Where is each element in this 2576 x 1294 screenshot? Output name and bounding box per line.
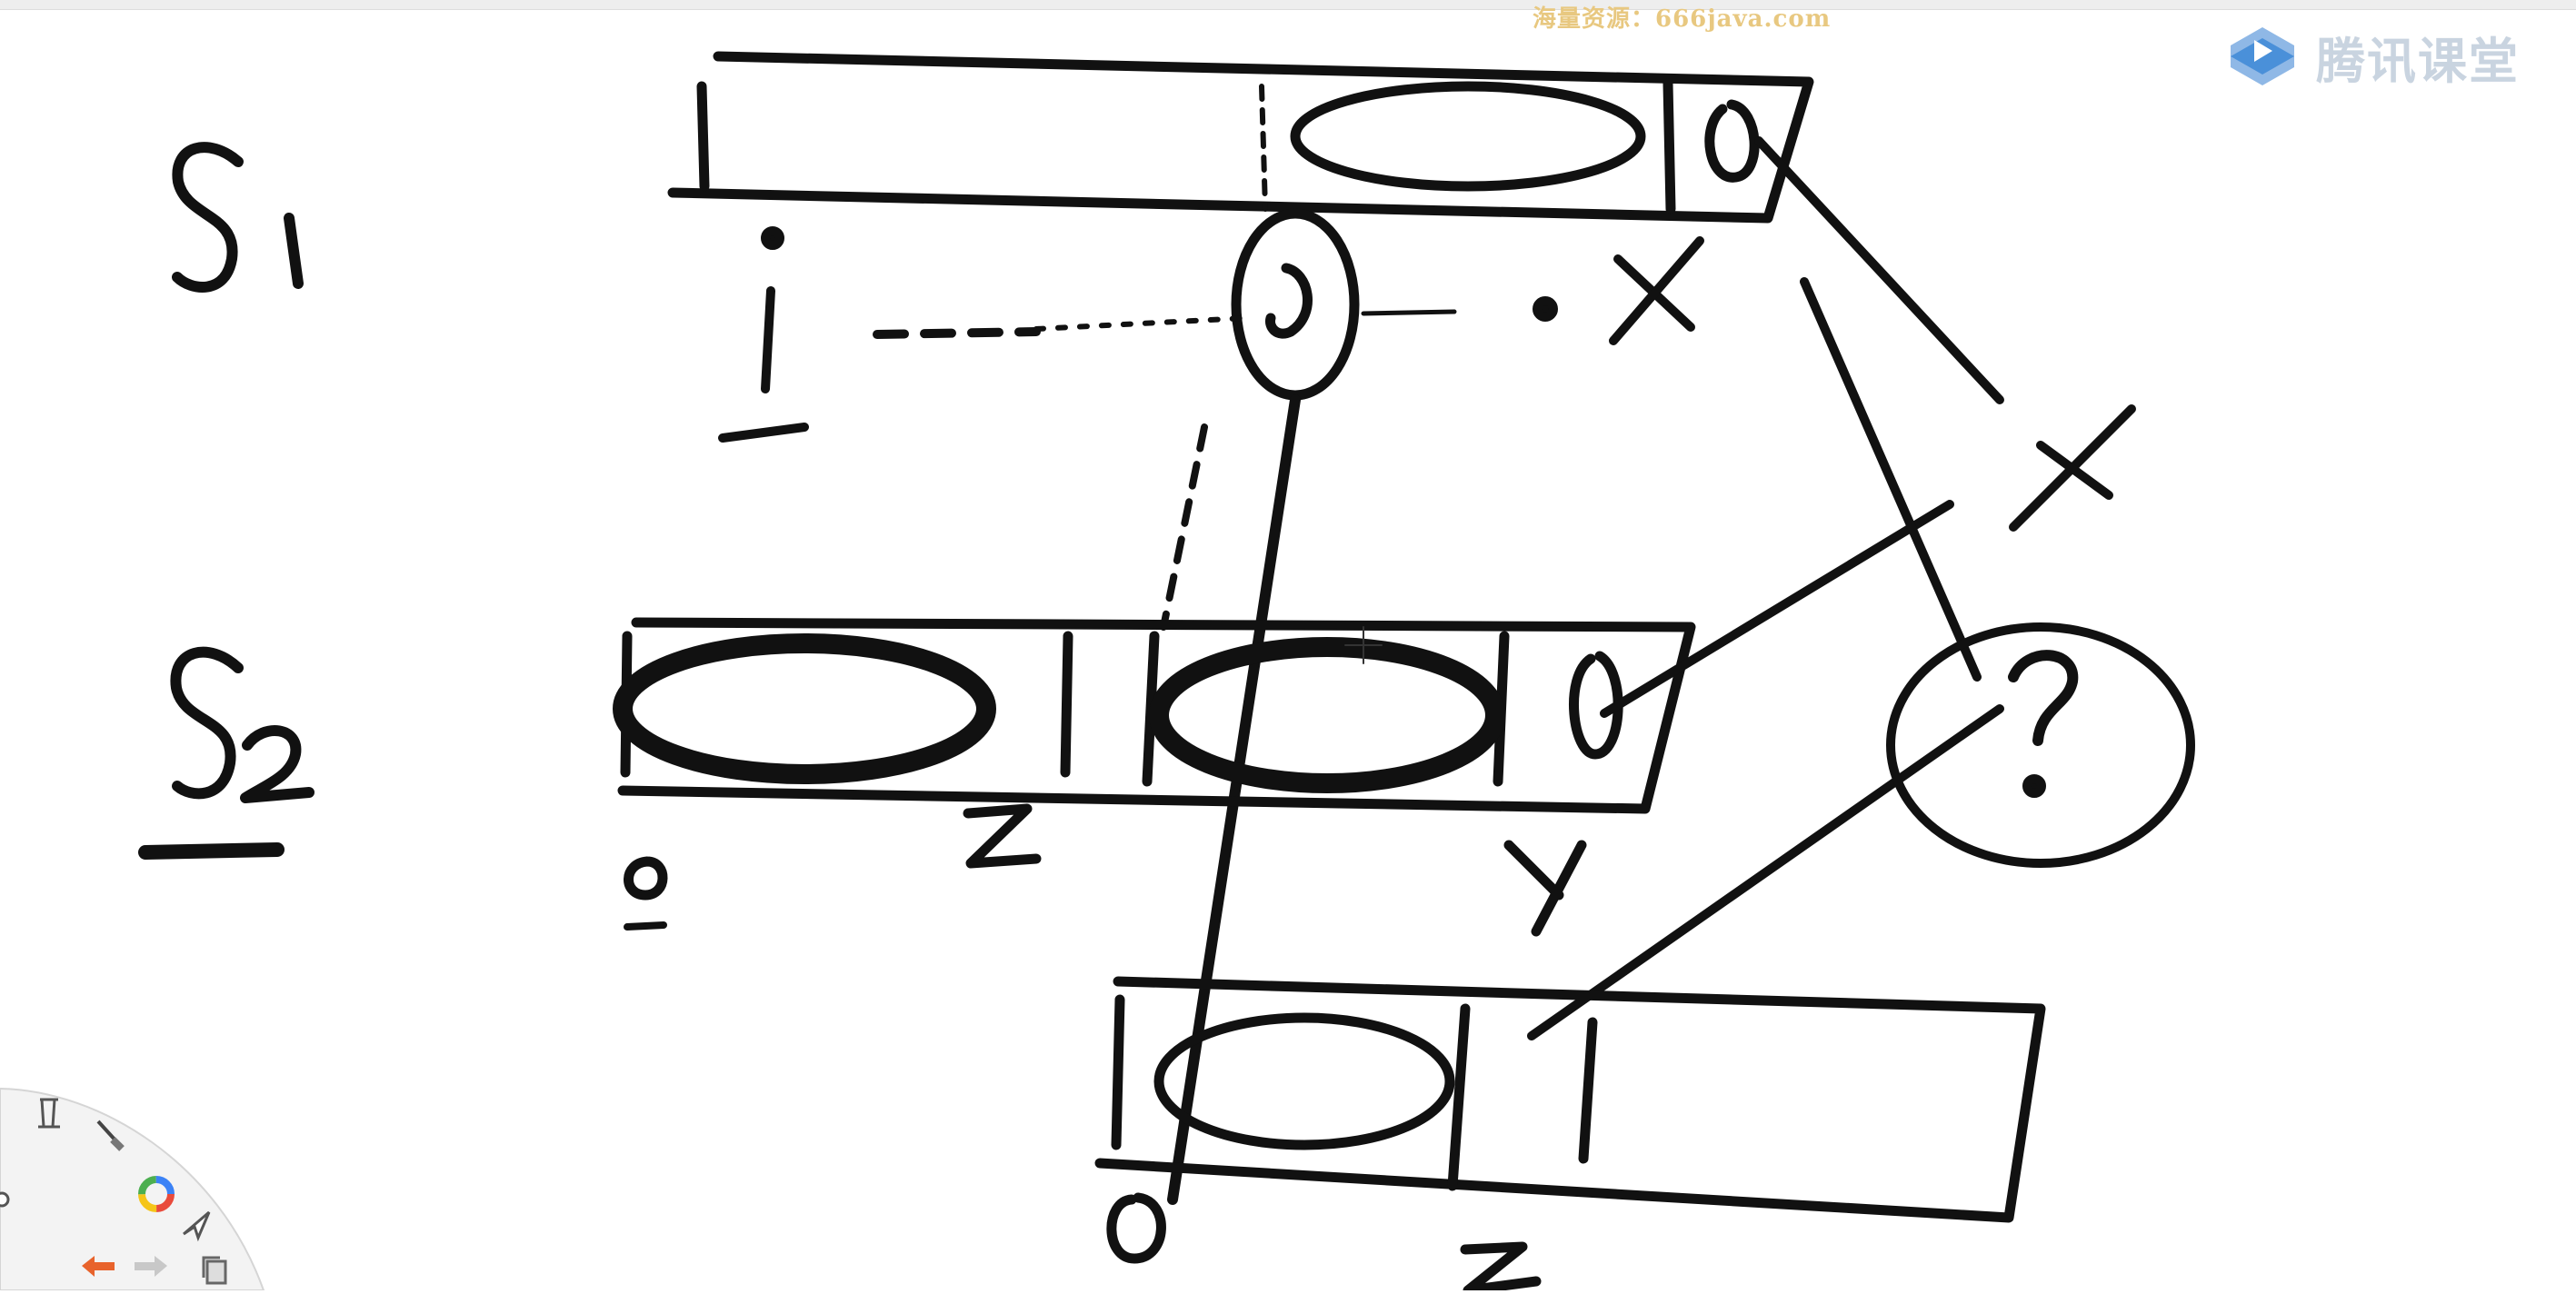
brand-name: 腾讯课堂 <box>2316 32 2520 90</box>
connector-lines <box>1527 136 2195 1040</box>
array-s1 <box>667 51 1814 401</box>
annotation-i-j <box>718 226 1704 443</box>
undo-icon[interactable] <box>78 1252 118 1279</box>
tool-wheel <box>0 1072 273 1291</box>
tool-dot-icon[interactable] <box>0 1190 11 1209</box>
brush-icon[interactable] <box>91 1116 127 1152</box>
top-bar <box>0 0 2576 10</box>
cursor-crosshair-icon <box>1344 626 1383 664</box>
array-s2 <box>613 617 1696 814</box>
redo-icon[interactable] <box>131 1252 171 1279</box>
select-cursor-icon[interactable] <box>178 1207 215 1243</box>
copy-icon[interactable] <box>198 1252 235 1289</box>
brand-logo: 腾讯课堂 <box>2222 20 2520 93</box>
watermark: 海量资源：666java.com <box>1533 5 1832 33</box>
label-s2 <box>138 646 315 860</box>
play-logo-icon <box>2231 27 2294 85</box>
array-bottom <box>1094 976 2046 1290</box>
labels-s2-index <box>624 803 1587 937</box>
label-s1 <box>172 142 304 293</box>
color-wheel-icon[interactable] <box>136 1174 176 1214</box>
pen-stand-icon[interactable] <box>31 1090 67 1130</box>
